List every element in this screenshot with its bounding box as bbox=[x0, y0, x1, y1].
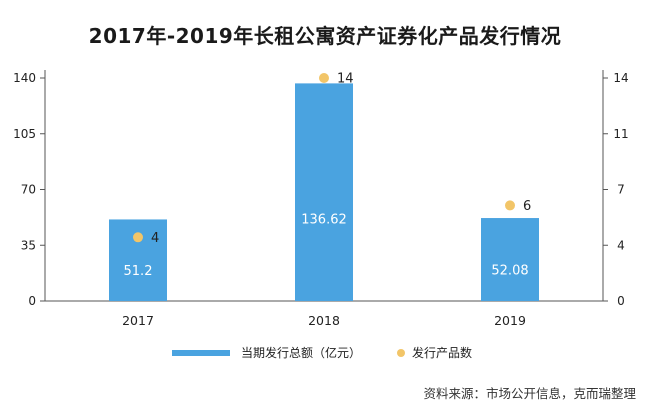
x-tick-label: 2017 bbox=[122, 313, 154, 328]
dot bbox=[319, 73, 329, 83]
dot-series: 4 14 6 bbox=[133, 72, 531, 246]
y-left-tick-label: 35 bbox=[21, 238, 36, 252]
legend-swatch-bar bbox=[172, 350, 230, 356]
y-right-tick-label: 14 bbox=[613, 71, 628, 85]
legend-label-bar: 当期发行总额（亿元） bbox=[241, 345, 361, 360]
x-tick-label: 2018 bbox=[308, 313, 340, 328]
chart-title: 2017年-2019年长租公寓资产证券化产品发行情况 bbox=[88, 24, 562, 48]
bar-data-label: 52.08 bbox=[491, 263, 528, 278]
y-left-tick-label: 140 bbox=[13, 71, 36, 85]
bar-data-label: 136.62 bbox=[301, 212, 347, 227]
y-right-tick-label: 4 bbox=[617, 238, 625, 252]
y-left-tick-label: 105 bbox=[13, 127, 36, 141]
bar-data-label: 51.2 bbox=[124, 264, 153, 279]
legend-swatch-dot bbox=[397, 349, 405, 357]
y-right-tick-label: 7 bbox=[617, 183, 625, 197]
x-tick-label: 2019 bbox=[494, 313, 526, 328]
dot-data-label: 4 bbox=[151, 231, 159, 246]
bar bbox=[295, 83, 353, 302]
dot-data-label: 14 bbox=[337, 72, 354, 87]
dot-data-label: 6 bbox=[523, 199, 531, 214]
legend-label-dot: 发行产品数 bbox=[412, 345, 472, 360]
y-right-tick-label: 0 bbox=[617, 294, 625, 308]
bar-series: 51.2 136.62 52.08 bbox=[109, 83, 539, 302]
y-right-tick-label: 11 bbox=[613, 127, 628, 141]
dot bbox=[133, 232, 143, 243]
dot bbox=[505, 200, 515, 211]
legend: 当期发行总额（亿元） 发行产品数 bbox=[172, 345, 472, 360]
source-note: 资料来源：市场公开信息，克而瑞整理 bbox=[423, 386, 636, 401]
bar bbox=[481, 218, 539, 301]
y-left-tick-label: 0 bbox=[28, 294, 36, 308]
y-left-tick-label: 70 bbox=[21, 183, 36, 197]
